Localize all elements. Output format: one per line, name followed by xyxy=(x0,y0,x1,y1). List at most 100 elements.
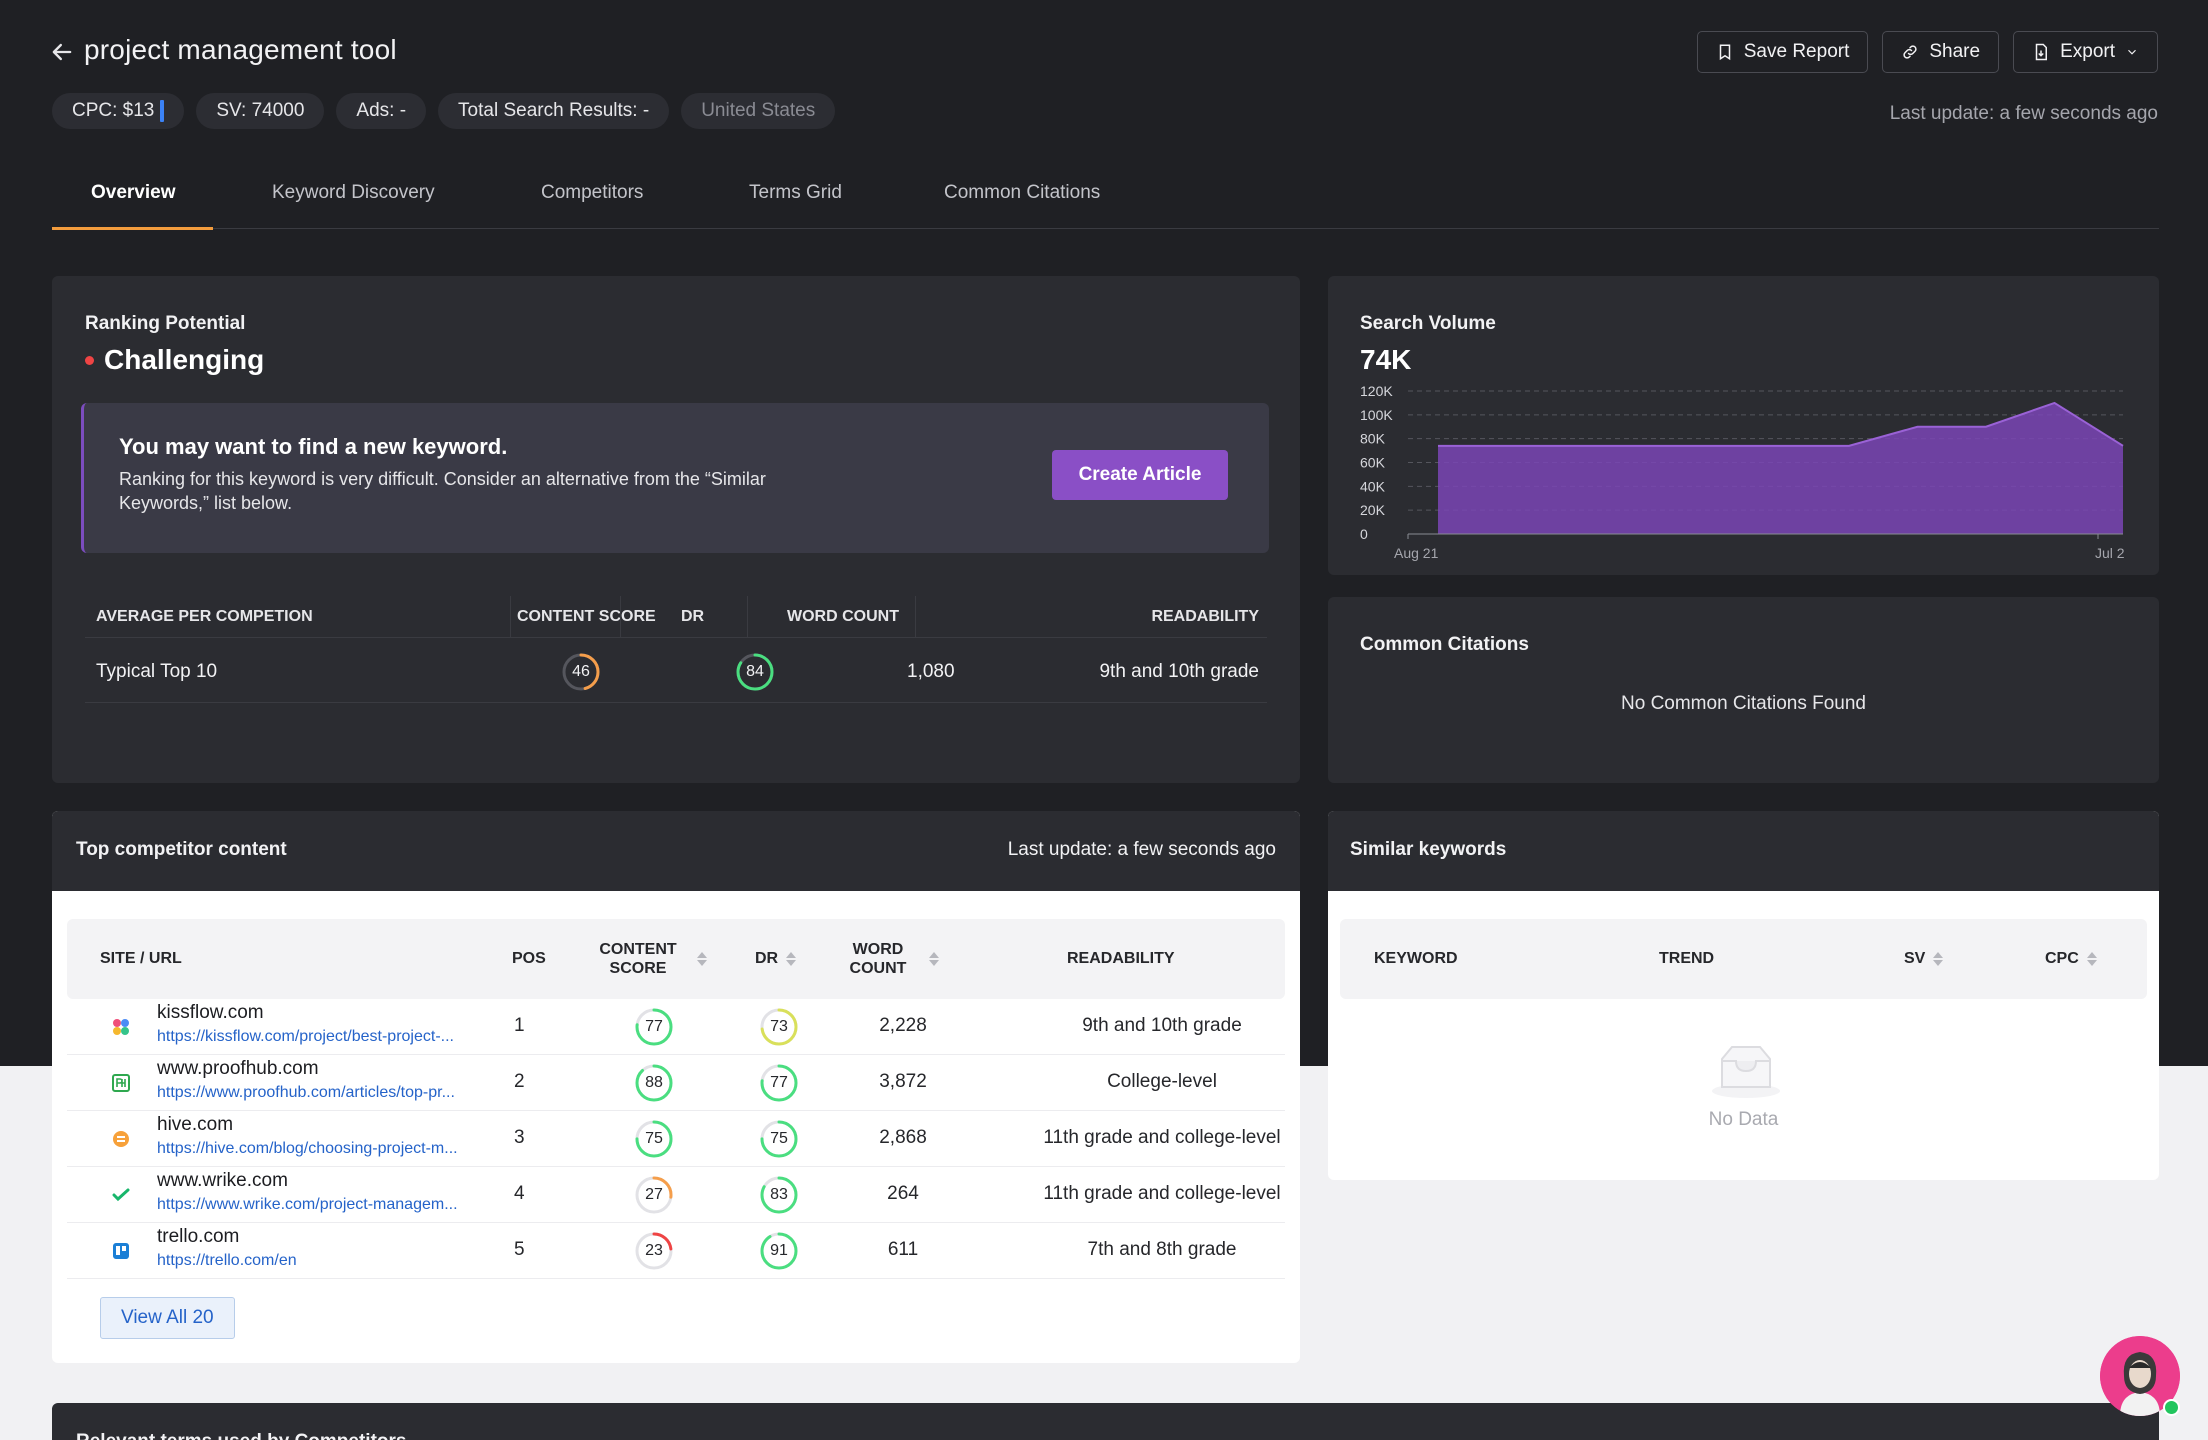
readability-value: 11th grade and college-level xyxy=(1043,1127,1281,1148)
cpc-chip: CPC: $13 xyxy=(52,93,185,129)
ranking-potential-card: Ranking Potential Challenging You may wa… xyxy=(52,276,1300,783)
content-score-ring: 77 xyxy=(634,1007,674,1047)
table-row: hive.com https://hive.com/blog/choosing-p… xyxy=(67,1111,1285,1167)
col-word-count-label: WORD COUNT xyxy=(849,941,907,977)
active-tab-indicator xyxy=(52,227,213,230)
site-url-link[interactable]: https://trello.com/en xyxy=(157,1252,297,1269)
bookmark-icon xyxy=(1719,44,1730,61)
score-value: 91 xyxy=(770,1242,788,1259)
avg-col-content-score: CONTENT SCORE xyxy=(517,608,656,625)
avg-col-readability: READABILITY xyxy=(1151,608,1259,625)
column-divider xyxy=(915,596,916,638)
word-count-value: 2,868 xyxy=(879,1127,927,1148)
back-arrow-icon[interactable] xyxy=(48,38,76,66)
country-chip[interactable]: United States xyxy=(681,93,836,129)
avg-col-label: AVERAGE PER COMPETION xyxy=(96,608,313,625)
keyword-metrics-chips: CPC: $13 SV: 74000 Ads: - Total Search R… xyxy=(52,93,836,129)
col-cpc-label: CPC xyxy=(2045,950,2079,967)
avg-dr-ring: 84 xyxy=(735,652,775,692)
dr-ring: 73 xyxy=(759,1007,799,1047)
save-report-label: Save Report xyxy=(1743,41,1850,62)
score-value: 83 xyxy=(770,1186,788,1203)
score-value: 77 xyxy=(770,1074,788,1091)
online-status-dot xyxy=(2163,1399,2180,1416)
position-value: 3 xyxy=(514,1127,525,1148)
header-actions: Save Report Share Export xyxy=(1696,31,2158,73)
support-avatar[interactable] xyxy=(2100,1336,2180,1416)
site-name: www.wrike.com xyxy=(157,1170,288,1191)
person-avatar-icon xyxy=(2100,1336,2180,1416)
sort-icon[interactable] xyxy=(1933,951,1944,966)
word-count-value: 3,872 xyxy=(879,1071,927,1092)
site-url-link[interactable]: https://hive.com/blog/choosing-project-m… xyxy=(157,1140,458,1157)
create-article-button[interactable]: Create Article xyxy=(1052,450,1228,500)
save-report-button[interactable]: Save Report xyxy=(1696,31,1869,73)
advice-text: Ranking for this keyword is very difficu… xyxy=(119,469,766,513)
site-name: kissflow.com xyxy=(157,1002,264,1023)
avg-col-dr: DR xyxy=(681,608,705,625)
y-tick-label: 60K xyxy=(1360,455,1386,471)
site-name: hive.com xyxy=(157,1114,234,1135)
sort-icon[interactable] xyxy=(786,951,797,966)
dr-ring: 91 xyxy=(759,1231,799,1271)
dr-ring: 77 xyxy=(759,1063,799,1103)
dr-ring: 75 xyxy=(759,1119,799,1159)
content-score-ring: 27 xyxy=(634,1175,674,1215)
search-volume-label: Search Volume xyxy=(1360,313,1496,334)
col-trend: TREND xyxy=(1659,950,1715,967)
export-button[interactable]: Export xyxy=(2013,31,2158,73)
tab-keyword-discovery[interactable]: Keyword Discovery xyxy=(272,182,435,203)
site-url-link[interactable]: https://www.proofhub.com/articles/top-pr… xyxy=(157,1084,455,1101)
sv-chip: SV: 74000 xyxy=(196,93,325,129)
score-value: 27 xyxy=(645,1186,663,1203)
search-volume-line xyxy=(1438,401,2124,447)
avg-word-count: 1,080 xyxy=(907,661,955,682)
sort-icon[interactable] xyxy=(929,952,939,966)
col-dr[interactable]: DR xyxy=(755,949,797,968)
col-word-count[interactable]: WORD COUNT xyxy=(847,940,939,978)
col-readability: READABILITY xyxy=(1067,950,1175,967)
kissflow-favicon xyxy=(112,1018,130,1036)
view-all-button[interactable]: View All 20 xyxy=(100,1297,235,1339)
y-tick-label: 40K xyxy=(1360,478,1386,494)
score-value: 75 xyxy=(770,1130,788,1147)
tab-bar: Overview Keyword Discovery Competitors T… xyxy=(52,170,2159,230)
hive-favicon xyxy=(112,1130,130,1148)
x-tick-label: Aug 21 xyxy=(1394,545,1439,561)
col-sv[interactable]: SV xyxy=(1904,949,1944,968)
search-volume-chart: 120K 100K 80K 60K 40K 20K 0 Aug 21 Jul 2 xyxy=(1360,383,2125,561)
table-row: www.wrike.com https://www.wrike.com/proje… xyxy=(67,1167,1285,1223)
tab-common-citations[interactable]: Common Citations xyxy=(944,182,1101,203)
link-icon xyxy=(1903,45,1918,59)
col-site-url: SITE / URL xyxy=(100,950,182,967)
page-title: project management tool xyxy=(84,34,397,65)
tab-overview[interactable]: Overview xyxy=(91,182,176,203)
site-name: www.proofhub.com xyxy=(157,1058,319,1079)
cpc-text: CPC: $13 xyxy=(72,100,155,121)
similar-keywords-header: Similar keywords xyxy=(1328,811,2159,891)
top-competitor-card: Top competitor content Last update: a fe… xyxy=(52,811,1300,1363)
col-sv-label: SV xyxy=(1904,950,1926,967)
site-url-link[interactable]: https://kissflow.com/project/best-projec… xyxy=(157,1028,454,1045)
column-divider xyxy=(620,596,621,638)
avg-row-label: Typical Top 10 xyxy=(96,661,218,682)
col-content-score[interactable]: CONTENT SCORE xyxy=(597,940,707,978)
share-button[interactable]: Share xyxy=(1882,31,2000,73)
sort-icon[interactable] xyxy=(2086,951,2097,966)
site-name: trello.com xyxy=(157,1226,240,1247)
total-results-chip: Total Search Results: - xyxy=(438,93,670,129)
site-url-link[interactable]: https://www.wrike.com/project-managem... xyxy=(157,1196,458,1213)
tab-competitors[interactable]: Competitors xyxy=(541,182,644,203)
avg-readability: 9th and 10th grade xyxy=(1099,661,1259,682)
ranking-value-text: Challenging xyxy=(104,344,265,375)
top-competitor-last-update: Last update: a few seconds ago xyxy=(1007,839,1276,860)
table-row: trello.com https://trello.com/en 5 23 91 611 7… xyxy=(67,1223,1285,1279)
tab-terms-grid[interactable]: Terms Grid xyxy=(749,182,842,203)
score-value: 75 xyxy=(645,1130,663,1147)
col-cpc[interactable]: CPC xyxy=(2045,949,2097,968)
search-volume-area xyxy=(1438,402,2123,534)
sort-icon[interactable] xyxy=(697,952,707,966)
similar-keywords-table-header: KEYWORD TREND SV CPC xyxy=(1340,919,2147,999)
average-table-header: AVERAGE PER COMPETION CONTENT SCORE DR W… xyxy=(85,596,1267,638)
